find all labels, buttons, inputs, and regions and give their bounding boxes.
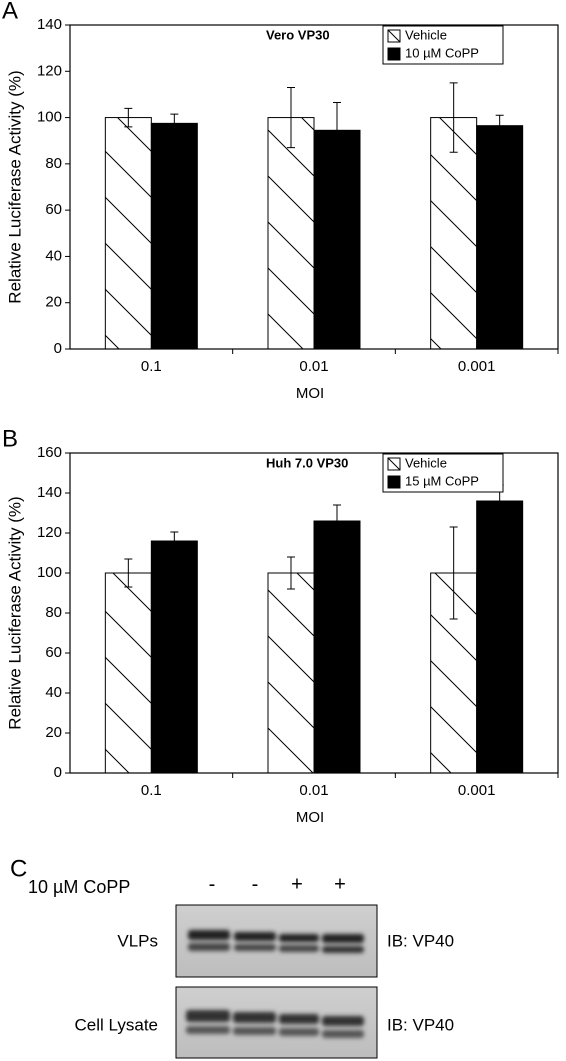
error-bar (333, 504, 341, 538)
x-tick-label: 0.1 (141, 782, 162, 799)
panel-label: B (2, 425, 18, 452)
legend-box (382, 453, 504, 493)
chart-title: Vero VP30 (266, 27, 330, 42)
bar (476, 500, 524, 774)
error-bar (495, 114, 504, 137)
row-label: Cell Lysate (75, 1015, 158, 1034)
bar (313, 129, 361, 350)
y-tick-label: 60 (45, 201, 62, 218)
bar (267, 117, 315, 350)
treatment-label: 10 µM CoPP (28, 877, 130, 897)
bar (476, 125, 524, 350)
error-bar (170, 531, 179, 551)
chart-title: Huh 7.0 VP30 (266, 455, 348, 470)
y-tick-label: 140 (37, 16, 62, 33)
legend-label: Vehicle (405, 455, 447, 470)
y-axis-label: Relative Luciferase Activity (%) (5, 496, 24, 729)
panel-label: C (10, 855, 27, 882)
y-tick-label: 20 (45, 294, 62, 311)
y-tick-label: 140 (37, 484, 62, 501)
error-bar (287, 86, 295, 149)
legend-swatch (387, 475, 401, 489)
y-axis-label: Relative Luciferase Activity (%) (5, 70, 24, 303)
legend-label: 10 µM CoPP (405, 45, 479, 60)
y-tick-label: 0 (54, 764, 62, 781)
error-bar (124, 558, 133, 588)
error-bar (449, 82, 458, 153)
plot-frame (69, 452, 559, 774)
x-axis-label: MOI (296, 809, 324, 826)
bar (150, 540, 198, 774)
lane-sign: - (209, 873, 216, 895)
legend-label: 15 µM CoPP (405, 473, 479, 488)
bar (267, 572, 315, 774)
x-tick-label: 0.01 (299, 782, 328, 799)
plot-frame (69, 24, 559, 350)
y-tick-label: 40 (45, 684, 62, 701)
x-tick-label: 0.1 (141, 358, 162, 375)
legend-label: Vehicle (405, 27, 447, 42)
lane-sign: + (291, 873, 303, 895)
panel-label: A (2, 0, 18, 24)
legend-box (382, 25, 504, 65)
y-tick-label: 120 (37, 524, 62, 541)
bar (104, 572, 152, 774)
y-tick-label: 160 (37, 444, 62, 461)
bar (313, 520, 361, 774)
antibody-label: IB: VP40 (387, 931, 454, 950)
legend-hatch (387, 457, 401, 471)
y-tick-label: 100 (37, 564, 62, 581)
error-bar (124, 107, 133, 128)
error-bar (449, 526, 458, 620)
blot-vlps (175, 904, 378, 978)
legend-hatch (387, 29, 401, 43)
lane-sign: - (252, 873, 259, 895)
legend-swatch (387, 47, 401, 61)
row-label: VLPs (117, 931, 158, 950)
y-tick-label: 120 (37, 62, 62, 79)
bar (150, 122, 198, 350)
x-tick-label: 0.001 (458, 782, 496, 799)
x-tick-label: 0.01 (299, 358, 328, 375)
y-tick-label: 100 (37, 109, 62, 126)
y-tick-label: 20 (45, 724, 62, 741)
x-tick-label: 0.001 (458, 358, 496, 375)
y-tick-label: 80 (45, 155, 62, 172)
antibody-label: IB: VP40 (387, 1015, 454, 1034)
bar (104, 117, 152, 350)
blot-lysate (175, 986, 378, 1059)
lane-sign: + (334, 873, 346, 895)
y-tick-label: 0 (54, 340, 62, 357)
error-bar (333, 102, 341, 159)
y-tick-label: 80 (45, 604, 62, 621)
error-bar (287, 556, 295, 590)
error-bar (170, 113, 179, 134)
y-tick-label: 60 (45, 644, 62, 661)
y-tick-label: 40 (45, 247, 62, 264)
x-axis-label: MOI (296, 385, 324, 402)
